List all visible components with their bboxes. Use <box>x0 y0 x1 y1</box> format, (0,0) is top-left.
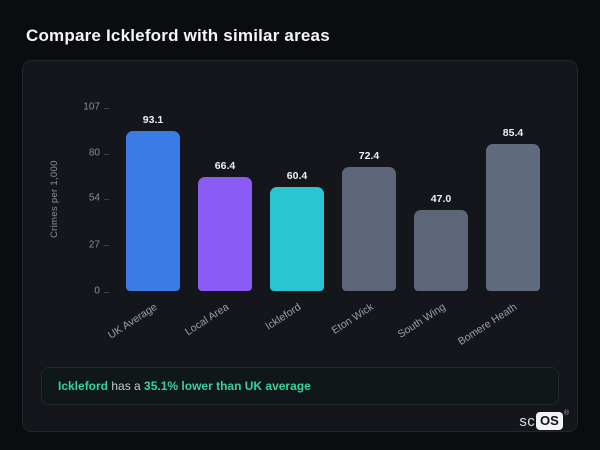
y-tick-label: 0– <box>94 285 109 297</box>
brand-box: OS <box>536 412 563 430</box>
x-tick-label: Bomere Heath <box>456 301 520 348</box>
bar-column: 93.1 UK Average <box>106 107 189 341</box>
bar-value-label: 60.4 <box>286 170 308 183</box>
summary-area-name: Ickleford <box>58 379 109 393</box>
brand-prefix: sc <box>519 412 536 430</box>
page-title: Compare Ickleford with similar areas <box>26 26 330 45</box>
y-tick-label: 107– <box>83 101 109 113</box>
summary-highlight: 35.1% lower than UK average <box>144 379 311 393</box>
bar-south-wing[interactable] <box>413 210 469 291</box>
bar-ickleford[interactable] <box>269 187 325 291</box>
x-tick-label: Eton Wick <box>329 301 376 337</box>
bar-column: 60.4 Ickleford <box>261 107 333 333</box>
plot-area: 93.1 UK Average 66.4 Local Area 60.4 Icklefor… <box>106 107 549 348</box>
y-axis-title: Crimes per 1,000 <box>49 160 60 238</box>
bar-value-label: 47.0 <box>430 193 452 206</box>
y-axis: 0– 27– 54– 80– 107– <box>67 102 109 297</box>
x-tick-label: Local Area <box>183 301 232 339</box>
bar-value-label: 72.4 <box>358 149 380 162</box>
x-tick-label: Ickleford <box>263 301 304 333</box>
bar-value-label: 66.4 <box>214 159 236 172</box>
bar-value-label: 85.4 <box>502 127 524 140</box>
bar-value-label: 93.1 <box>142 113 164 126</box>
registered-mark-icon: ® <box>563 410 569 417</box>
brand-logo: sc OS ® <box>519 410 569 430</box>
y-tick-label: 54– <box>88 192 109 204</box>
bar-column: 85.4 Bomere Heath <box>456 107 549 348</box>
bar-column: 66.4 Local Area <box>183 107 261 338</box>
summary-text: has a <box>108 379 145 393</box>
summary-box: Ickleford has a 35.1% lower than UK aver… <box>41 367 559 405</box>
bar-column: 47.0 South Wing <box>395 107 477 341</box>
y-tick-label: 27– <box>88 239 109 251</box>
bar-column: 72.4 Eton Wick <box>329 107 405 337</box>
chart-card: Crimes per 1,000 0– 27– 54– 80– 107– 93.1 UK … <box>22 60 578 432</box>
bar-eton-wick[interactable] <box>341 166 397 291</box>
x-tick-label: UK Average <box>106 301 160 342</box>
bar-uk-average[interactable] <box>125 130 181 291</box>
bar-local-area[interactable] <box>197 176 253 291</box>
bar-bomere-heath[interactable] <box>485 144 541 291</box>
y-tick-label: 80– <box>88 147 109 159</box>
x-tick-label: South Wing <box>395 301 448 341</box>
